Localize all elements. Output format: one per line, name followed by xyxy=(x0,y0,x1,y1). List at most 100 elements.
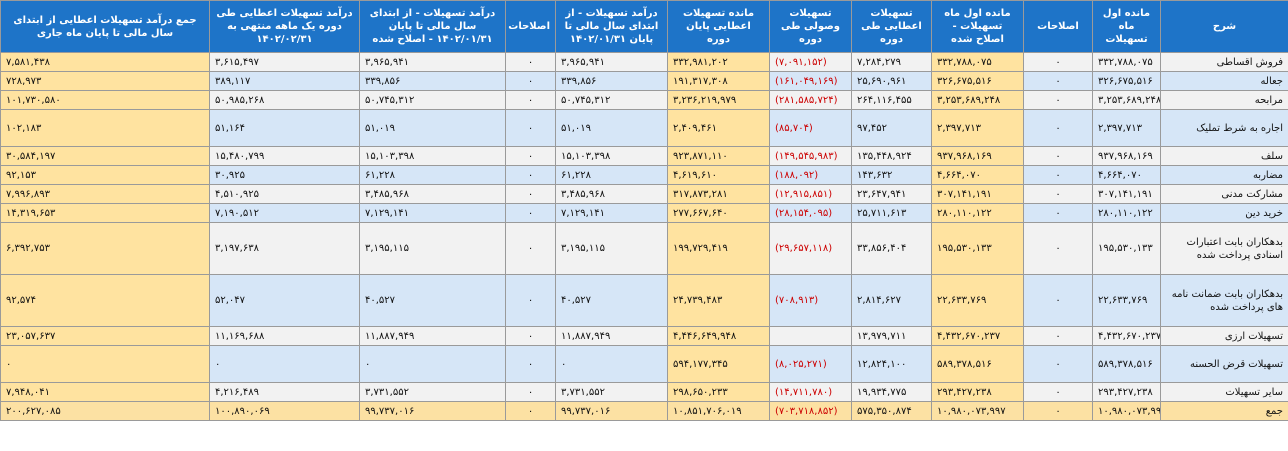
cell-monthly-income: ۳۰,۹۲۵ xyxy=(209,165,360,185)
cell-adjusted-income: ۷,۱۲۹,۱۴۱ xyxy=(359,203,506,223)
table-row: جعاله ۳۲۶,۶۷۵,۵۱۶ ۰ ۳۲۶,۶۷۵,۵۱۶ ۲۵,۶۹۰,۹۶۱ (۱… xyxy=(0,71,1288,91)
cell-collected: (۱۴۹,۵۴۵,۹۸۳) xyxy=(769,146,852,166)
table-row: بدهکاران بابت اعتبارات اسنادی پرداخت شده… xyxy=(0,222,1288,275)
cell-adjustments: ۰ xyxy=(1023,203,1093,223)
header-adjusted-income: درآمد تسهیلات - از ابتدای سال مالی تا پا… xyxy=(359,0,506,53)
cell-income-to-date: ۳,۷۳۱,۵۵۲ xyxy=(555,382,668,402)
cell-income-adjustments: ۰ xyxy=(505,203,556,223)
cell-granted: ۵۷۵,۳۵۰,۸۷۴ xyxy=(851,401,932,421)
cell-adjustments: ۰ xyxy=(1023,326,1093,346)
cell-closing-balance: ۵۹۴,۱۷۷,۳۴۵ xyxy=(667,345,770,383)
cell-adjusted-income: ۶۱,۲۲۸ xyxy=(359,165,506,185)
cell-adjusted-opening-balance: ۱۹۵,۵۳۰,۱۳۳ xyxy=(931,222,1024,275)
cell-adjusted-opening-balance: ۲,۳۹۷,۷۱۳ xyxy=(931,109,1024,147)
cell-granted: ۱۲,۸۲۴,۱۰۰ xyxy=(851,345,932,383)
cell-granted: ۱۳۵,۴۴۸,۹۲۴ xyxy=(851,146,932,166)
cell-collected: (۱۶۱,۰۴۹,۱۶۹) xyxy=(769,71,852,91)
cell-monthly-income: ۵۱,۱۶۴ xyxy=(209,109,360,147)
cell-description: مضاربه xyxy=(1160,165,1288,185)
cell-granted: ۱۳,۹۷۹,۷۱۱ xyxy=(851,326,932,346)
cell-granted: ۲۵,۷۱۱,۶۱۳ xyxy=(851,203,932,223)
cell-monthly-income: ۳,۱۹۷,۶۳۸ xyxy=(209,222,360,275)
cell-description: خرید دین xyxy=(1160,203,1288,223)
cell-granted: ۷,۲۸۴,۲۷۹ xyxy=(851,52,932,72)
cell-granted: ۲۳,۶۴۷,۹۴۱ xyxy=(851,184,932,204)
cell-total-income: ۹۲,۵۷۴ xyxy=(0,274,210,327)
cell-income-to-date: ۳,۹۶۵,۹۴۱ xyxy=(555,52,668,72)
table-row: فروش اقساطی ۳۳۲,۷۸۸,۰۷۵ ۰ ۳۳۲,۷۸۸,۰۷۵ ۷,۲۸۴,… xyxy=(0,52,1288,72)
header-adjusted-opening-balance: مانده اول ماه تسهیلات - اصلاح شده xyxy=(931,0,1024,53)
cell-closing-balance: ۱۹۱,۳۱۷,۳۰۸ xyxy=(667,71,770,91)
cell-monthly-income: ۷,۱۹۰,۵۱۲ xyxy=(209,203,360,223)
cell-income-to-date: ۴۰,۵۲۷ xyxy=(555,274,668,327)
cell-income-to-date: ۹۹,۷۳۷,۰۱۶ xyxy=(555,401,668,421)
cell-total-income: ۷۲۸,۹۷۳ xyxy=(0,71,210,91)
cell-income-adjustments: ۰ xyxy=(505,382,556,402)
cell-description: اجاره به شرط تملیک xyxy=(1160,109,1288,147)
cell-monthly-income: ۱۵,۴۸۰,۷۹۹ xyxy=(209,146,360,166)
cell-collected xyxy=(769,326,852,346)
cell-adjusted-opening-balance: ۹۳۷,۹۶۸,۱۶۹ xyxy=(931,146,1024,166)
cell-total-income: ۱۰۲,۱۸۳ xyxy=(0,109,210,147)
cell-total-income: ۷,۹۴۸,۰۴۱ xyxy=(0,382,210,402)
cell-total-income: ۷,۵۸۱,۴۳۸ xyxy=(0,52,210,72)
cell-closing-balance: ۲۴,۷۳۹,۴۸۳ xyxy=(667,274,770,327)
cell-description: بدهکاران بابت اعتبارات اسنادی پرداخت شده xyxy=(1160,222,1288,275)
cell-adjusted-income: ۴۰,۵۲۷ xyxy=(359,274,506,327)
cell-income-adjustments: ۰ xyxy=(505,222,556,275)
cell-opening-balance: ۴,۶۶۴,۰۷۰ xyxy=(1092,165,1161,185)
table-body: فروش اقساطی ۳۳۲,۷۸۸,۰۷۵ ۰ ۳۳۲,۷۸۸,۰۷۵ ۷,۲۸۴,… xyxy=(0,52,1288,421)
header-adjustments: اصلاحات xyxy=(1023,0,1093,53)
cell-closing-balance: ۳۱۷,۸۷۳,۲۸۱ xyxy=(667,184,770,204)
cell-opening-balance: ۳۰۷,۱۴۱,۱۹۱ xyxy=(1092,184,1161,204)
header-collected-during-period: تسهیلات وصولی طی دوره xyxy=(769,0,852,53)
cell-monthly-income: ۱۰۰,۸۹۰,۰۶۹ xyxy=(209,401,360,421)
header-opening-balance: مانده اول ماه تسهیلات xyxy=(1092,0,1161,53)
header-total-income: جمع درآمد تسهیلات اعطایی از ابتدای سال م… xyxy=(0,0,210,53)
cell-adjustments: ۰ xyxy=(1023,345,1093,383)
cell-collected: (۷,۰۹۱,۱۵۲) xyxy=(769,52,852,72)
cell-income-to-date: ۷,۱۲۹,۱۴۱ xyxy=(555,203,668,223)
cell-collected: (۷۰۳,۷۱۸,۸۵۲) xyxy=(769,401,852,421)
cell-total-income: ۶,۳۹۲,۷۵۳ xyxy=(0,222,210,275)
cell-income-adjustments: ۰ xyxy=(505,401,556,421)
cell-collected: (۱۴,۷۱۱,۷۸۰) xyxy=(769,382,852,402)
cell-adjusted-income: ۳,۱۹۵,۱۱۵ xyxy=(359,222,506,275)
cell-adjusted-opening-balance: ۱۰,۹۸۰,۰۷۳,۹۹۷ xyxy=(931,401,1024,421)
cell-monthly-income: ۰ xyxy=(209,345,360,383)
cell-granted: ۲,۸۱۴,۶۲۷ xyxy=(851,274,932,327)
cell-description: فروش اقساطی xyxy=(1160,52,1288,72)
cell-monthly-income: ۴,۲۱۶,۴۸۹ xyxy=(209,382,360,402)
cell-income-to-date: ۳,۴۸۵,۹۶۸ xyxy=(555,184,668,204)
header-income-to-date: درآمد تسهیلات - از ابتدای سال مالی تا پا… xyxy=(555,0,668,53)
cell-income-adjustments: ۰ xyxy=(505,274,556,327)
cell-adjustments: ۰ xyxy=(1023,401,1093,421)
cell-income-to-date: ۰ xyxy=(555,345,668,383)
cell-description: سلف xyxy=(1160,146,1288,166)
cell-adjusted-income: ۱۱,۸۸۷,۹۴۹ xyxy=(359,326,506,346)
cell-income-to-date: ۱۱,۸۸۷,۹۴۹ xyxy=(555,326,668,346)
cell-total-income: ۱۰۱,۷۳۰,۵۸۰ xyxy=(0,90,210,110)
cell-closing-balance: ۲۹۸,۶۵۰,۲۳۳ xyxy=(667,382,770,402)
cell-total-income: ۰ xyxy=(0,345,210,383)
cell-adjustments: ۰ xyxy=(1023,274,1093,327)
cell-opening-balance: ۲۲,۶۳۳,۷۶۹ xyxy=(1092,274,1161,327)
cell-adjusted-income: ۳,۷۳۱,۵۵۲ xyxy=(359,382,506,402)
cell-description: جعاله xyxy=(1160,71,1288,91)
cell-adjustments: ۰ xyxy=(1023,222,1093,275)
cell-income-to-date: ۶۱,۲۲۸ xyxy=(555,165,668,185)
cell-opening-balance: ۲,۳۹۷,۷۱۳ xyxy=(1092,109,1161,147)
cell-income-adjustments: ۰ xyxy=(505,184,556,204)
cell-closing-balance: ۹۲۳,۸۷۱,۱۱۰ xyxy=(667,146,770,166)
facilities-table: شرح مانده اول ماه تسهیلات اصلاحات مانده … xyxy=(0,0,1288,421)
cell-adjustments: ۰ xyxy=(1023,165,1093,185)
cell-closing-balance: ۲۷۷,۶۶۷,۶۴۰ xyxy=(667,203,770,223)
cell-adjusted-opening-balance: ۵۸۹,۳۷۸,۵۱۶ xyxy=(931,345,1024,383)
cell-collected: (۸۵,۷۰۴) xyxy=(769,109,852,147)
table-row: اجاره به شرط تملیک ۲,۳۹۷,۷۱۳ ۰ ۲,۳۹۷,۷۱۳ ۹۷,… xyxy=(0,109,1288,147)
cell-opening-balance: ۴,۴۳۲,۶۷۰,۲۳۷ xyxy=(1092,326,1161,346)
cell-adjusted-income: ۰ xyxy=(359,345,506,383)
header-granted-during-period: تسهیلات اعطایی طی دوره xyxy=(851,0,932,53)
cell-adjusted-opening-balance: ۳۰۷,۱۴۱,۱۹۱ xyxy=(931,184,1024,204)
cell-total-income: ۷,۹۹۶,۸۹۳ xyxy=(0,184,210,204)
